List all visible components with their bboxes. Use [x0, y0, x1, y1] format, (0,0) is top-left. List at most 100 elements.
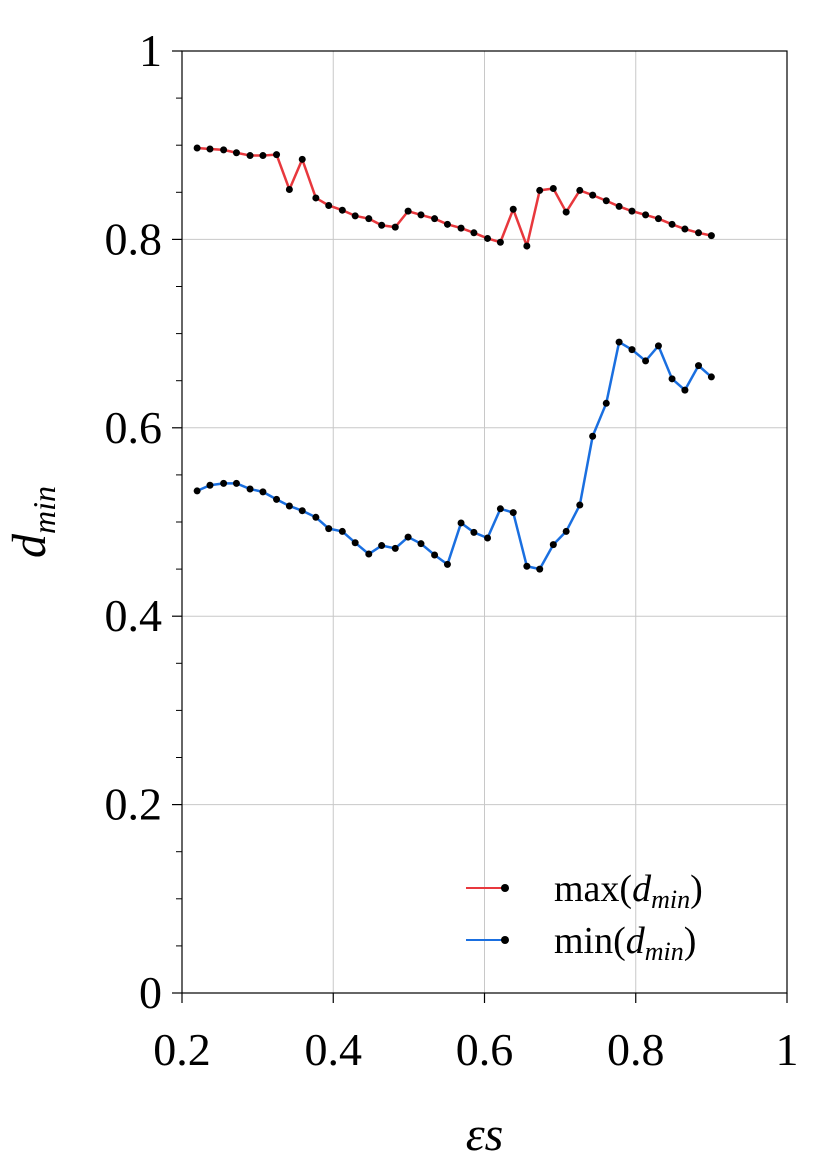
data-point	[457, 519, 465, 527]
data-point	[312, 513, 320, 521]
x-tick-label: 1	[776, 1024, 799, 1075]
data-point	[695, 229, 703, 237]
data-point	[246, 485, 254, 493]
data-point	[654, 215, 662, 223]
data-point	[365, 215, 373, 223]
x-axis-label: εs	[466, 1108, 504, 1161]
data-point	[642, 211, 650, 219]
data-point	[378, 542, 386, 550]
legend-marker	[501, 936, 509, 944]
data-point	[589, 432, 597, 440]
x-tick-label: 0.6	[456, 1024, 514, 1075]
data-point	[298, 507, 306, 515]
data-point	[285, 185, 293, 193]
x-axis-label-part: ε	[466, 1108, 485, 1161]
data-point	[259, 488, 267, 496]
data-point	[523, 242, 531, 250]
data-point	[193, 487, 201, 495]
legend-label-part: d	[632, 868, 652, 910]
data-point	[220, 146, 228, 154]
data-point	[470, 229, 478, 237]
data-point	[654, 342, 662, 350]
data-point	[562, 527, 570, 535]
data-point	[431, 551, 439, 559]
legend-label-part: d	[626, 920, 646, 962]
data-point	[206, 481, 214, 489]
y-tick-label: 0.2	[105, 779, 163, 830]
series-line	[196, 340, 713, 571]
data-point	[615, 202, 623, 210]
data-point	[615, 338, 623, 346]
legend-label: max(dmin)	[554, 868, 703, 914]
data-point	[443, 560, 451, 568]
legend-marker	[501, 884, 509, 892]
data-point	[484, 534, 492, 542]
data-point	[325, 525, 333, 533]
legend-label-part: )	[690, 868, 703, 910]
x-tick-label: 0.8	[607, 1024, 665, 1075]
data-point	[549, 185, 557, 193]
y-tick-label: 0.8	[105, 213, 163, 264]
series-line	[197, 146, 712, 251]
data-point	[417, 540, 425, 548]
data-point	[232, 479, 240, 487]
data-point	[576, 501, 584, 509]
data-point	[220, 479, 228, 487]
data-point	[509, 509, 517, 517]
data-point	[457, 224, 465, 232]
data-point	[668, 375, 676, 383]
data-point	[351, 539, 359, 547]
data-point	[602, 197, 610, 205]
data-point	[707, 232, 715, 240]
y-axis-label-base: d	[3, 533, 56, 558]
y-tick-label: 0.6	[105, 402, 163, 453]
data-point	[404, 533, 412, 541]
data-point	[642, 357, 650, 365]
data-point	[206, 145, 214, 153]
y-axis-label-sub: min	[26, 486, 62, 534]
data-point	[365, 550, 373, 558]
data-point	[668, 220, 676, 228]
data-point	[273, 151, 281, 159]
data-point	[431, 215, 439, 223]
data-point	[325, 201, 333, 209]
data-point	[523, 562, 531, 570]
legend-label-part: )	[684, 920, 697, 962]
legend-label-part: min(	[554, 920, 626, 962]
data-point	[589, 191, 597, 199]
data-point	[602, 399, 610, 407]
data-point	[417, 211, 425, 219]
data-point	[681, 386, 689, 394]
data-point	[391, 223, 399, 231]
data-point	[470, 528, 478, 536]
legend-label-part: min	[645, 937, 684, 966]
data-point	[536, 565, 544, 573]
data-point	[232, 149, 240, 157]
data-point	[259, 152, 267, 160]
data-point	[193, 144, 201, 152]
y-axis-label: dmin	[3, 486, 62, 558]
data-point	[351, 212, 359, 220]
data-point	[312, 194, 320, 202]
x-axis-label-part: s	[485, 1108, 504, 1161]
legend-label-part: min	[651, 885, 690, 914]
data-point	[273, 495, 281, 503]
data-point	[549, 541, 557, 549]
data-point	[576, 186, 584, 194]
data-point	[681, 225, 689, 233]
data-point	[536, 186, 544, 194]
data-point	[391, 544, 399, 552]
data-point	[404, 207, 412, 215]
data-point	[298, 155, 306, 163]
data-point	[496, 505, 504, 513]
legend-label: min(dmin)	[554, 920, 696, 966]
x-tick-label: 0.2	[153, 1024, 211, 1075]
data-point	[484, 234, 492, 242]
data-point	[285, 502, 293, 510]
data-point	[509, 205, 517, 213]
legend-label-part: max(	[554, 868, 632, 910]
data-point	[378, 221, 386, 229]
data-point	[246, 152, 254, 160]
